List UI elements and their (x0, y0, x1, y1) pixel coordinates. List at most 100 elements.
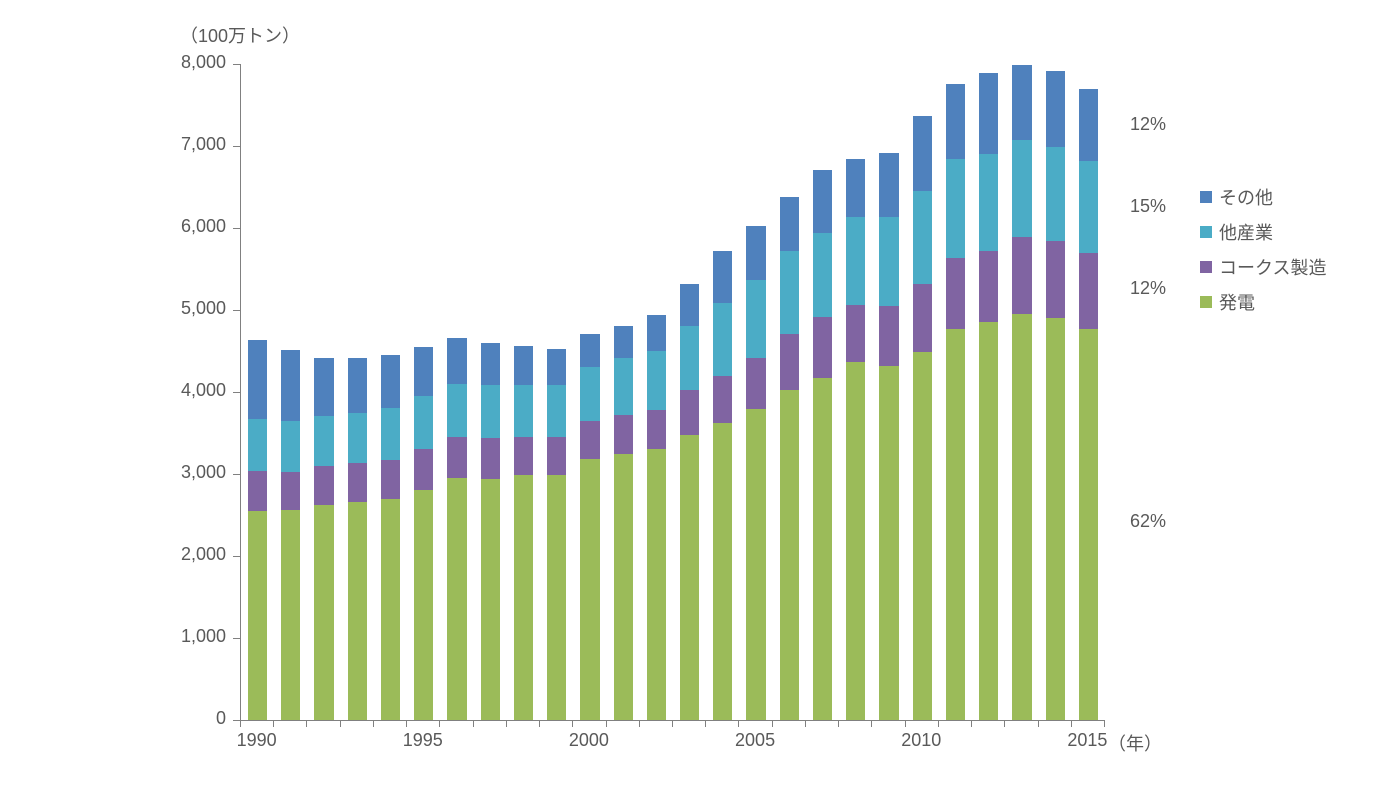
x-tick-mark (805, 720, 806, 727)
bar-segment-other (813, 170, 832, 233)
x-tick-mark (871, 720, 872, 727)
bar-segment-other (647, 315, 666, 351)
x-tick-mark (738, 720, 739, 727)
x-tick-label: 1990 (237, 730, 277, 751)
bar-segment-power (580, 459, 599, 720)
x-tick-mark (273, 720, 274, 727)
bar-group (614, 326, 633, 720)
bar-segment-coke (946, 258, 965, 329)
bar-group (314, 358, 333, 720)
bar-segment-industry (713, 303, 732, 375)
y-tick-mark (233, 146, 240, 147)
bar-segment-industry (547, 385, 566, 437)
bar-group (381, 355, 400, 720)
bar-segment-industry (481, 385, 500, 438)
bar-group (713, 251, 732, 720)
bar-segment-coke (447, 437, 466, 478)
x-tick-label: 2000 (569, 730, 609, 751)
bar-segment-other (879, 153, 898, 216)
x-tick-label: 2005 (735, 730, 775, 751)
bar-segment-power (846, 362, 865, 720)
bar-segment-power (1079, 329, 1098, 720)
percent-label: 12% (1130, 278, 1166, 299)
bar-segment-industry (281, 421, 300, 472)
legend-swatch (1200, 261, 1212, 273)
legend-label: その他 (1219, 184, 1273, 210)
x-tick-mark (1104, 720, 1105, 727)
x-tick-mark (672, 720, 673, 727)
bar-group (680, 284, 699, 720)
x-tick-mark (406, 720, 407, 727)
bar-group (348, 358, 367, 720)
bar-segment-power (913, 352, 932, 720)
bar-segment-other (846, 159, 865, 217)
bar-segment-other (381, 355, 400, 407)
bar-segment-power (248, 511, 267, 720)
bar-segment-power (481, 479, 500, 720)
bar-segment-industry (879, 217, 898, 306)
x-tick-mark (971, 720, 972, 727)
bar-group (879, 153, 898, 720)
bar-segment-power (348, 502, 367, 720)
bar-segment-industry (680, 326, 699, 390)
bar-segment-power (414, 490, 433, 720)
legend-item-industry: 他産業 (1200, 219, 1326, 245)
bar-segment-coke (813, 317, 832, 378)
bar-segment-coke (713, 376, 732, 424)
y-tick-mark (233, 720, 240, 721)
x-tick-mark (905, 720, 906, 727)
bar-group (580, 334, 599, 720)
bar-segment-coke (348, 463, 367, 502)
bar-segment-power (1046, 318, 1065, 720)
x-tick-mark (373, 720, 374, 727)
bar-segment-industry (614, 358, 633, 415)
bar-group (281, 350, 300, 720)
bar-group (979, 73, 998, 720)
x-tick-label: 2010 (901, 730, 941, 751)
bar-group (913, 116, 932, 720)
x-tick-label: 2015 (1067, 730, 1107, 751)
bar-segment-power (647, 449, 666, 720)
bar-segment-power (447, 478, 466, 720)
bar-group (1079, 89, 1098, 720)
bar-segment-power (680, 435, 699, 720)
bar-segment-industry (514, 385, 533, 437)
bar-segment-other (913, 116, 932, 191)
x-tick-mark (473, 720, 474, 727)
bar-segment-coke (514, 437, 533, 475)
bar-segment-coke (1079, 253, 1098, 328)
x-tick-mark (606, 720, 607, 727)
bar-segment-industry (348, 413, 367, 464)
legend-swatch (1200, 191, 1212, 203)
bar-segment-industry (447, 384, 466, 437)
bar-segment-power (979, 322, 998, 720)
bar-group (1046, 71, 1065, 720)
bar-segment-industry (647, 351, 666, 410)
bar-segment-industry (780, 251, 799, 334)
bar-segment-coke (780, 334, 799, 391)
legend-item-power: 発電 (1200, 289, 1326, 315)
bar-segment-coke (248, 471, 267, 511)
y-tick-mark (233, 228, 240, 229)
x-tick-mark (439, 720, 440, 727)
bar-segment-industry (746, 280, 765, 358)
bar-group (248, 340, 267, 720)
x-tick-mark (539, 720, 540, 727)
bar-segment-power (381, 499, 400, 720)
bar-segment-coke (746, 358, 765, 410)
bar-group (846, 159, 865, 720)
bar-segment-other (248, 340, 267, 419)
bar-segment-other (447, 338, 466, 384)
stacked-bar-chart: （100万トン） （年） その他他産業コークス製造発電 01,0002,0003… (0, 0, 1380, 794)
legend-item-other: その他 (1200, 184, 1326, 210)
y-tick-mark (233, 310, 240, 311)
bar-segment-industry (580, 367, 599, 421)
x-tick-mark (705, 720, 706, 727)
legend-label: 他産業 (1219, 219, 1273, 245)
y-tick-label: 2,000 (160, 544, 226, 565)
bar-segment-coke (481, 438, 500, 479)
y-tick-mark (233, 392, 240, 393)
bar-segment-other (1012, 65, 1031, 140)
bar-segment-industry (314, 416, 333, 466)
bar-segment-coke (913, 284, 932, 352)
